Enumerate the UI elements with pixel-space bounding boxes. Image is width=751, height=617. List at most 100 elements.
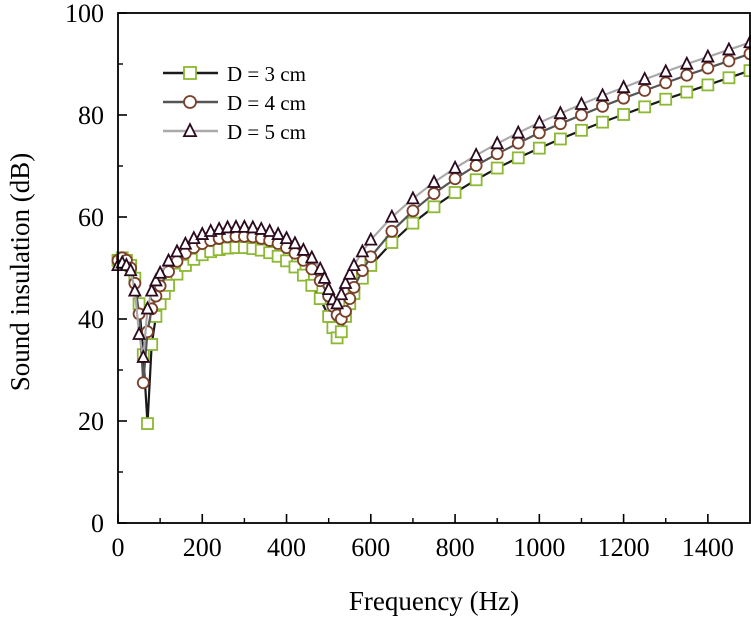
y-tick-label: 40 bbox=[78, 305, 104, 334]
data-point bbox=[511, 151, 525, 165]
data-point bbox=[638, 100, 652, 114]
data-point bbox=[575, 123, 588, 137]
y-tick-label: 80 bbox=[78, 101, 104, 130]
data-point bbox=[638, 84, 652, 97]
data-point bbox=[304, 249, 319, 264]
data-point bbox=[680, 85, 694, 99]
data-point bbox=[469, 147, 484, 161]
data-point bbox=[140, 300, 155, 315]
data-point bbox=[317, 269, 332, 284]
data-point bbox=[385, 224, 399, 238]
data-point bbox=[532, 141, 546, 155]
data-point bbox=[701, 61, 715, 75]
x-tick-label: 0 bbox=[112, 533, 125, 562]
data-point bbox=[596, 115, 609, 129]
data-point bbox=[144, 282, 159, 297]
data-point bbox=[616, 79, 631, 94]
data-point bbox=[701, 78, 715, 92]
y-tick-label: 0 bbox=[91, 509, 104, 538]
data-point bbox=[363, 231, 378, 246]
data-point bbox=[132, 326, 147, 340]
data-point bbox=[127, 282, 142, 297]
data-point bbox=[490, 135, 505, 150]
legend-label: D = 5 cm bbox=[227, 120, 306, 144]
legend-marker bbox=[182, 122, 198, 138]
legend-label: D = 4 cm bbox=[227, 91, 306, 115]
data-point bbox=[136, 376, 150, 390]
data-point bbox=[245, 219, 260, 234]
data-point bbox=[448, 186, 462, 199]
x-tick-label: 1200 bbox=[598, 533, 650, 562]
data-point bbox=[532, 126, 546, 140]
plot-frame bbox=[117, 12, 751, 524]
data-point bbox=[406, 204, 420, 218]
legend-item-3: D = 5 cm bbox=[163, 120, 306, 144]
data-point bbox=[680, 68, 694, 82]
data-point bbox=[313, 260, 328, 275]
series-2 bbox=[111, 47, 751, 390]
data-point bbox=[355, 243, 370, 258]
y-tick-label: 60 bbox=[78, 203, 104, 232]
x-tick-label: 200 bbox=[183, 533, 222, 562]
data-point bbox=[658, 63, 673, 78]
data-point bbox=[254, 220, 269, 235]
data-point bbox=[123, 262, 138, 277]
series-3 bbox=[111, 34, 751, 363]
x-tick-label: 1400 bbox=[682, 533, 734, 562]
data-point bbox=[288, 235, 302, 250]
legend-item-1: D = 3 cm bbox=[163, 62, 306, 86]
legend-marker bbox=[183, 66, 197, 80]
legend-label: D = 3 cm bbox=[227, 62, 306, 86]
data-point bbox=[161, 252, 176, 267]
data-point bbox=[511, 124, 526, 139]
data-point bbox=[405, 190, 420, 205]
data-point bbox=[448, 172, 462, 186]
data-point bbox=[554, 132, 567, 146]
data-point bbox=[511, 136, 525, 150]
data-point bbox=[342, 265, 357, 280]
data-point bbox=[338, 275, 353, 289]
data-point bbox=[384, 208, 399, 223]
x-tick-label: 400 bbox=[267, 533, 306, 562]
data-point bbox=[553, 105, 568, 120]
data-point bbox=[722, 54, 736, 68]
data-point bbox=[427, 200, 441, 214]
y-tick-label: 20 bbox=[78, 407, 104, 436]
data-point bbox=[427, 187, 441, 200]
x-axis-title: Frequency (Hz) bbox=[349, 586, 519, 616]
data-point bbox=[617, 108, 630, 121]
y-axis-title: Sound insulation (dB) bbox=[5, 153, 35, 392]
data-point bbox=[288, 260, 302, 274]
data-point bbox=[148, 272, 163, 287]
y-tick-label: 100 bbox=[65, 0, 104, 28]
data-point bbox=[229, 218, 243, 233]
data-point bbox=[469, 159, 483, 172]
data-point bbox=[330, 295, 345, 310]
data-point bbox=[279, 230, 294, 245]
data-point bbox=[659, 76, 673, 90]
data-point bbox=[296, 268, 310, 282]
data-point bbox=[271, 226, 286, 240]
legend-item-2: D = 4 cm bbox=[163, 91, 306, 115]
legend-marker bbox=[183, 95, 197, 109]
x-tick-label: 800 bbox=[436, 533, 475, 562]
legend: D = 3 cm D = 4 cm D = 5 cm bbox=[163, 62, 306, 144]
x-tick-label: 1000 bbox=[513, 533, 565, 562]
data-point bbox=[237, 218, 252, 233]
data-point bbox=[334, 325, 348, 339]
data-point bbox=[554, 117, 567, 131]
data-point bbox=[637, 71, 652, 85]
data-point bbox=[679, 55, 694, 70]
axis-ticks: 0 200 400 600 800 1000 1200 1400 0 20 40 60 80 100 bbox=[65, 0, 734, 562]
data-point bbox=[136, 348, 151, 363]
data-point bbox=[617, 91, 630, 105]
data-point bbox=[469, 173, 483, 187]
data-point bbox=[490, 147, 504, 161]
data-point bbox=[595, 87, 610, 102]
series-1 bbox=[111, 64, 751, 430]
data-point bbox=[220, 219, 235, 234]
data-point bbox=[532, 114, 547, 129]
x-tick-label: 600 bbox=[351, 533, 390, 562]
data-layer bbox=[111, 34, 751, 430]
